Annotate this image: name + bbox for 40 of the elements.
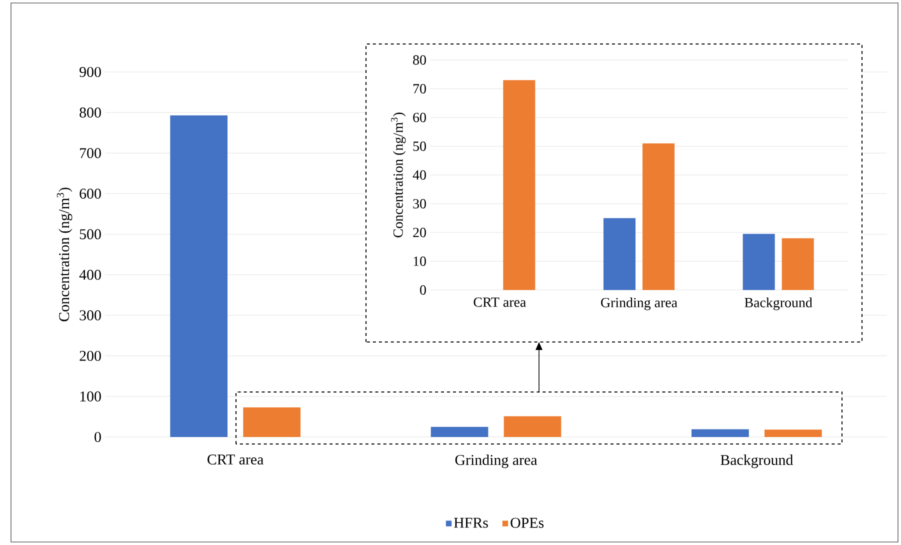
x-tick-label: Grinding area [455, 454, 538, 468]
y-tick-label: 40 [412, 170, 426, 180]
y-tick-label: 600 [80, 188, 101, 199]
legend-label: OPEs [510, 518, 544, 528]
bar [742, 234, 775, 290]
y-tick-label: 300 [80, 310, 101, 320]
bar [642, 143, 675, 290]
y-tick-label: 70 [413, 84, 426, 94]
x-tick-label: Background [720, 454, 794, 468]
y-tick-label: 0 [94, 432, 101, 442]
bar [782, 238, 814, 290]
y-tick-label: 30 [413, 199, 426, 208]
x-tick-label: CRT area [474, 298, 526, 307]
y-tick-label: 900 [80, 66, 101, 78]
y-axis-title: Concentration (ng/m$^{3}$) [56, 188, 72, 322]
y-tick-label: 60 [413, 112, 426, 122]
bar [170, 115, 228, 437]
y-tick-label: 10 [414, 256, 426, 266]
x-tick-label: Grinding area [601, 297, 678, 310]
y-tick-label: 50 [413, 142, 426, 151]
y-tick-label: 800 [80, 108, 101, 118]
x-tick-label: CRT area [208, 454, 264, 465]
bar [503, 80, 536, 290]
y-tick-label: 500 [80, 229, 101, 240]
bar [243, 407, 301, 437]
y-tick-label: 0 [420, 285, 426, 295]
y-tick-label: 700 [80, 148, 101, 158]
y-tick-label: 400 [79, 270, 101, 280]
y-tick-label: 100 [80, 391, 101, 402]
y-tick-label: 20 [413, 228, 426, 238]
y-tick-label: 80 [413, 55, 426, 65]
y-axis-title: Concentration (ng/m$^{3}$) [391, 112, 406, 238]
bar [603, 218, 636, 290]
bar [764, 430, 822, 437]
bar [692, 429, 749, 437]
x-tick-label: Background [744, 297, 812, 310]
bar [430, 426, 488, 437]
bar [504, 416, 562, 437]
y-tick-label: 200 [80, 350, 101, 361]
legend-label: HFRs [454, 518, 488, 528]
